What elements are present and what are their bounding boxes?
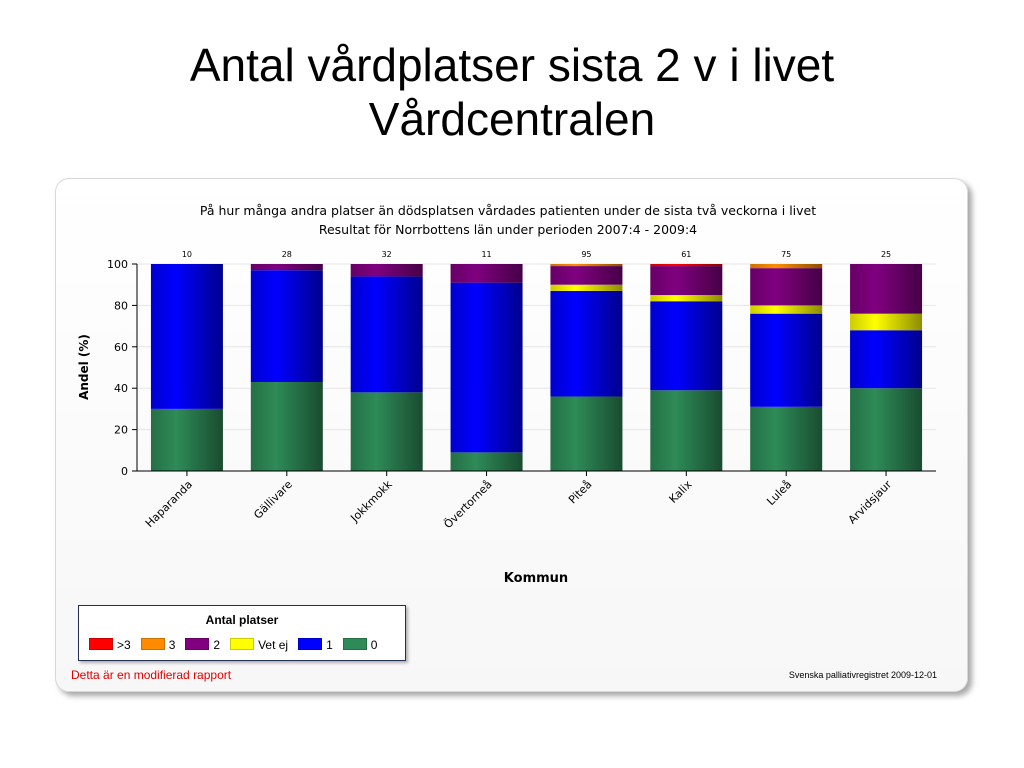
bar-segment-Piteå-Vet ej xyxy=(550,284,623,291)
bar-segment-Jokkmokk-1 xyxy=(350,276,423,393)
count-label: 25 xyxy=(881,250,891,259)
x-tick-label: Övertorneå xyxy=(441,478,494,531)
legend-label: Vet ej xyxy=(258,638,289,652)
bar-segment-Övertorneå-1 xyxy=(450,282,523,453)
bar-segment-Jokkmokk-2 xyxy=(350,264,423,277)
count-label: 75 xyxy=(781,250,791,259)
x-tick-label: Gällivare xyxy=(251,478,295,522)
x-tick-label: Jokkmokk xyxy=(347,477,395,525)
bar-segment-Jokkmokk-0 xyxy=(350,392,423,471)
bar-segment-Piteå-3 xyxy=(550,264,623,267)
x-axis-label: Kommun xyxy=(504,571,568,586)
bar-segment-Haparanda-1 xyxy=(150,264,223,409)
bar-segment-Piteå-0 xyxy=(550,396,623,471)
bar-segment-Luleå-0 xyxy=(750,406,823,471)
y-tick-label: 40 xyxy=(114,382,128,395)
bar-segment-Kalix-1 xyxy=(650,301,723,391)
bar-segment-Gällivare-0 xyxy=(250,381,323,471)
legend-item: 3 xyxy=(140,638,176,652)
chart-subtitle: Resultat för Norrbottens län under perio… xyxy=(319,222,697,237)
count-label: 10 xyxy=(182,250,192,259)
stacked-bar-chart: På hur många andra platser än dödsplatse… xyxy=(77,203,936,586)
count-label: 11 xyxy=(481,250,491,259)
slide-title-line2: Vårdcentralen xyxy=(368,93,656,145)
bar-segment-Luleå-Vet ej xyxy=(750,305,823,314)
legend: Antal platser >3 3 2 Vet ej 1 0 xyxy=(78,605,406,661)
bar-segment-Piteå-2 xyxy=(550,266,623,285)
legend-item: 1 xyxy=(298,638,333,652)
legend-item: >3 xyxy=(89,638,131,652)
y-tick-label: 80 xyxy=(114,299,128,312)
legend-swatch xyxy=(89,638,113,650)
bar-segment-Kalix-0 xyxy=(650,390,723,471)
count-label: 61 xyxy=(681,250,691,259)
count-label: 32 xyxy=(382,250,392,259)
bars xyxy=(150,264,923,471)
modified-report-note: Detta är en modifierad rapport xyxy=(71,668,232,682)
bar-segment-Kalix->3 xyxy=(650,264,723,267)
legend-item: 0 xyxy=(342,638,378,652)
legend-swatch xyxy=(298,638,323,650)
legend-title: Antal platser xyxy=(205,613,279,627)
legend-swatch xyxy=(230,638,255,650)
x-tick-label: Haparanda xyxy=(143,478,195,530)
legend-label: 1 xyxy=(326,638,333,652)
bar-segment-Kalix-Vet ej xyxy=(650,295,723,302)
bar-segment-Luleå-3 xyxy=(750,264,823,269)
x-tick-label: Piteå xyxy=(566,478,594,506)
chart-panel: På hur många andra platser än dödsplatse… xyxy=(55,178,968,692)
legend-swatch xyxy=(342,638,367,650)
legend-swatch xyxy=(185,638,210,650)
bar-segment-Luleå-2 xyxy=(750,268,823,306)
bar-segment-Gällivare-2 xyxy=(250,264,323,271)
bar-segment-Kalix-2 xyxy=(650,266,723,296)
count-label: 95 xyxy=(581,250,591,259)
legend-label: >3 xyxy=(117,638,131,652)
count-label: 28 xyxy=(282,250,292,259)
x-tick-label: Luleå xyxy=(764,478,794,508)
bar-segment-Gällivare-1 xyxy=(250,270,323,382)
legend-items: >3 3 2 Vet ej 1 0 xyxy=(89,636,387,654)
y-tick-label: 0 xyxy=(121,465,128,478)
legend-swatch xyxy=(140,638,165,650)
slide-title: Antal vårdplatser sista 2 v i livet Vård… xyxy=(0,38,1024,146)
legend-label: 2 xyxy=(213,638,221,652)
bar-segment-Arvidsjaur-1 xyxy=(850,330,923,389)
bar-segment-Övertorneå-0 xyxy=(450,452,523,471)
bar-segment-Arvidsjaur-Vet ej xyxy=(850,313,923,331)
chart-title: På hur många andra platser än dödsplatse… xyxy=(200,203,816,218)
legend-label: 3 xyxy=(168,638,176,652)
x-tick-label: Kalix xyxy=(667,478,695,506)
bar-segment-Arvidsjaur-0 xyxy=(850,388,923,471)
legend-label: 0 xyxy=(370,638,378,652)
bar-segment-Piteå-1 xyxy=(550,290,623,397)
source-credit: Svenska palliativregistret 2009-12-01 xyxy=(788,670,937,680)
y-axis-label: Andel (%) xyxy=(77,334,91,400)
bar-segment-Arvidsjaur-2 xyxy=(850,264,923,314)
legend-item: 2 xyxy=(185,638,220,652)
legend-item: Vet ej xyxy=(230,638,288,652)
bar-segment-Luleå-1 xyxy=(750,313,823,407)
y-tick-label: 100 xyxy=(107,258,128,271)
y-tick-label: 20 xyxy=(114,424,128,437)
y-tick-label: 60 xyxy=(114,341,128,354)
slide-title-line1: Antal vårdplatser sista 2 v i livet xyxy=(189,39,835,91)
x-tick-label: Arvidsjaur xyxy=(846,478,895,527)
bar-segment-Övertorneå-2 xyxy=(450,264,523,283)
bar-segment-Haparanda-0 xyxy=(150,408,223,471)
